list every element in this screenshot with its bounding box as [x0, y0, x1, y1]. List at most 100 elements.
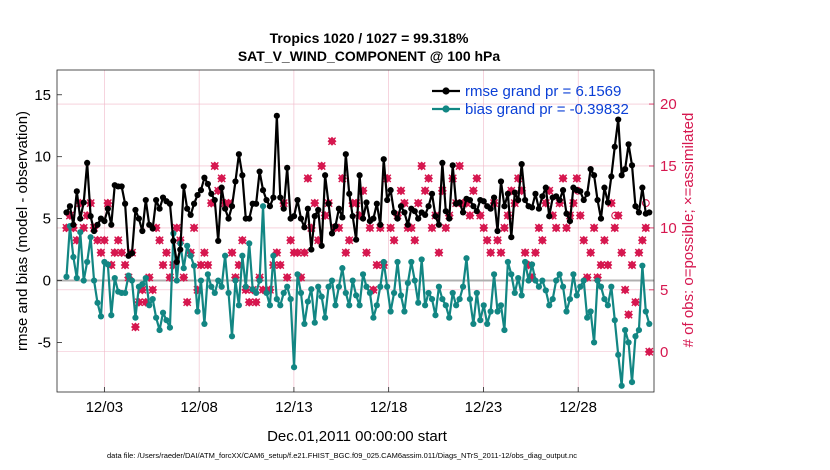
plot-frame [56, 69, 655, 393]
rmse-point [415, 215, 422, 222]
rmse-point [325, 200, 332, 207]
y2-tick-label: 15 [660, 158, 677, 175]
bias-point [470, 320, 477, 327]
obs-marker-body [303, 173, 313, 183]
rmse-point [128, 250, 136, 257]
rmse-point [346, 190, 353, 197]
obs-assimilated-marker [310, 198, 320, 208]
rmse-point [84, 159, 91, 166]
y-tick-label: 10 [34, 149, 51, 166]
bias-point [111, 274, 118, 282]
obs-marker-body [551, 223, 561, 233]
obs-assimilated-marker [327, 136, 337, 146]
obs-marker-body [251, 297, 261, 307]
bias-point [139, 281, 146, 288]
obs-marker-body [93, 235, 103, 245]
rmse-point [411, 208, 418, 215]
rmse-point [622, 165, 629, 173]
bias-point [525, 277, 532, 284]
axis-ticks: 12/03 12/08 12/13 12/18 12/23 12/28 -5 0 5 10 15 0 5… [34, 87, 676, 416]
rmse-point [446, 215, 453, 222]
obs-assimilated-marker [455, 161, 465, 171]
rmse-point [384, 196, 391, 204]
bias-point [494, 308, 501, 315]
rmse-point [390, 209, 398, 216]
bias-point [246, 240, 253, 247]
obs-marker-body [410, 235, 420, 245]
bias-point [463, 255, 470, 262]
obs-marker-body [468, 186, 478, 196]
obs-assimilated-marker [579, 235, 589, 245]
bias-point [353, 292, 360, 299]
obs-marker-body [110, 248, 120, 258]
bias-point [480, 302, 487, 309]
bias-point [501, 326, 508, 334]
y2-tick-label: 5 [660, 282, 668, 299]
obs-assimilated-marker [217, 173, 227, 183]
bias-point [294, 271, 301, 278]
rmse-point [222, 205, 229, 212]
obs-marker-body [161, 248, 171, 258]
bias-point [615, 351, 622, 358]
rmse-point [263, 196, 270, 204]
rmse-point [473, 208, 480, 215]
obs-assimilated-marker [586, 248, 596, 258]
obs-marker-body [472, 173, 482, 183]
obs-assimilated-marker [117, 248, 127, 258]
rmse-point [290, 213, 298, 220]
obs-marker-body [210, 161, 220, 171]
rmse-point [387, 187, 394, 194]
obs-marker-body [558, 173, 568, 183]
rmse-point [628, 162, 636, 169]
obs-assimilated-marker [203, 260, 213, 270]
bias-point [435, 283, 443, 290]
bias-point [190, 262, 198, 269]
obs-marker-body [203, 260, 213, 270]
obs-assimilated-marker [417, 161, 427, 171]
rmse-point [615, 116, 622, 123]
rmse-point [184, 205, 191, 212]
obs-marker-body [603, 260, 613, 270]
bias-point [132, 314, 139, 321]
obs-assimilated-marker [196, 260, 206, 270]
rmse-point [394, 215, 401, 222]
obs-assimilated-marker [372, 260, 382, 270]
bias-point [584, 314, 591, 321]
obs-assimilated-marker [596, 260, 606, 270]
obs-marker-body [537, 235, 547, 245]
bias-point [373, 302, 380, 309]
rmse-point [273, 112, 280, 119]
obs-marker-body [579, 235, 589, 245]
obs-marker-body [599, 235, 609, 245]
rmse-point [270, 194, 277, 201]
bias-point [301, 320, 308, 327]
obs-count-series [61, 136, 654, 357]
bias-point [535, 283, 543, 290]
y2-tick-label: 10 [660, 220, 677, 237]
rmse-point [425, 203, 432, 210]
obs-marker-body [420, 186, 430, 196]
bias-point [508, 271, 515, 278]
rmse-point [259, 187, 267, 194]
bias-point [473, 289, 480, 297]
obs-marker-body [424, 173, 434, 183]
bias-point [401, 308, 408, 315]
obs-marker-body [417, 161, 427, 171]
obs-marker-body [561, 223, 571, 233]
bias-point [263, 289, 270, 297]
rmse-point [132, 206, 139, 214]
obs-marker-body [427, 223, 437, 233]
obs-assimilated-marker [282, 272, 292, 282]
rmse-point [625, 141, 632, 148]
obs-marker-body [499, 223, 509, 233]
rmse-point [546, 213, 553, 220]
obs-marker-body [341, 248, 351, 258]
obs-marker-body [237, 235, 247, 245]
rmse-point [90, 227, 98, 235]
rmse-point [166, 200, 174, 207]
bias-point [477, 317, 484, 324]
legend-bias-label: bias grand pr = -0.39832 [465, 101, 629, 118]
bias-point [404, 279, 411, 287]
rmse-point [322, 172, 329, 179]
bias-point [532, 277, 539, 284]
